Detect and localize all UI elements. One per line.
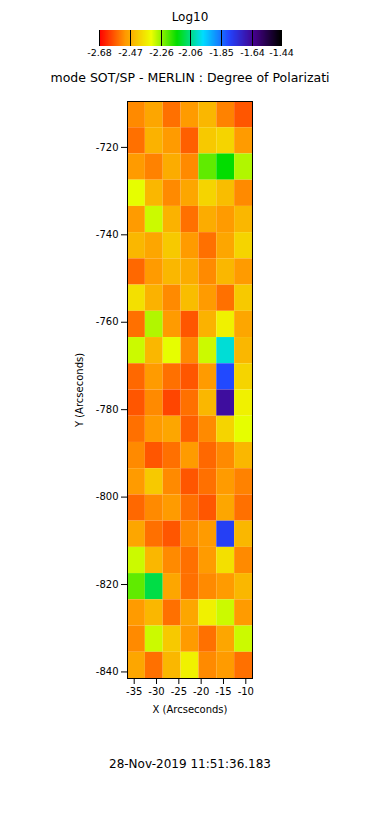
svg-text:Y (Arcseconds): Y (Arcseconds) (74, 353, 85, 428)
svg-text:-20: -20 (193, 686, 209, 697)
svg-text:-760: -760 (96, 316, 119, 327)
svg-text:-780: -780 (96, 404, 119, 415)
svg-text:-820: -820 (96, 579, 119, 590)
svg-text:-2.47: -2.47 (118, 47, 143, 58)
svg-text:-1.44: -1.44 (269, 47, 294, 58)
svg-text:-35: -35 (126, 686, 142, 697)
svg-text:-25: -25 (171, 686, 187, 697)
svg-text:-840: -840 (96, 666, 119, 677)
svg-text:-740: -740 (96, 229, 119, 240)
svg-text:-720: -720 (96, 142, 119, 153)
svg-text:X (Arcseconds): X (Arcseconds) (153, 704, 228, 715)
html-text:mode SOT/SP - MERLIN : Degree: mode SOT/SP - MERLIN : Degree of Polariz… (50, 70, 330, 85)
html-text:28-Nov-2019 11:51:36.183: 28-Nov-2019 11:51:36.183 (109, 757, 271, 771)
svg-text:-2.26: -2.26 (149, 47, 174, 58)
svg-text:-1.85: -1.85 (209, 47, 234, 58)
html-text:Log10: Log10 (171, 10, 209, 24)
svg-text:-15: -15 (215, 686, 231, 697)
svg-text:-2.68: -2.68 (87, 47, 112, 58)
svg-text:-800: -800 (96, 491, 119, 502)
svg-text:-30: -30 (148, 686, 164, 697)
svg-text:-2.06: -2.06 (178, 47, 203, 58)
svg-text:-1.64: -1.64 (240, 47, 265, 58)
svg-text:-10: -10 (238, 686, 254, 697)
